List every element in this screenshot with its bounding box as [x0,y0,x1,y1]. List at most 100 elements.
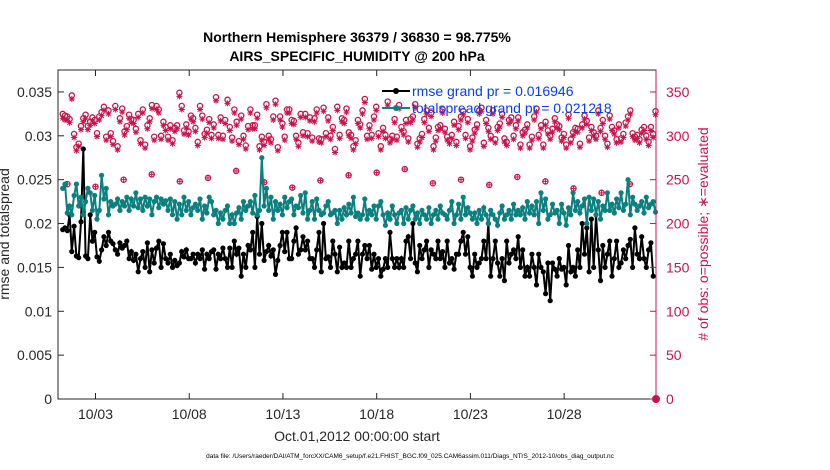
totalspread-series-point [231,220,237,227]
rmse-series-point [490,256,496,262]
rmse-series-point [556,256,562,262]
totalspread-series-point [238,216,244,222]
rmse-series-point [646,247,652,253]
rmse-series-point [554,273,560,279]
totalspread-series-point [378,199,384,205]
obs-evaluated-point [185,131,192,138]
rmse-series-point [572,273,579,279]
totalspread-series-point [520,205,526,211]
obs-evaluated-point [302,114,309,121]
obs-evaluated-point [204,174,211,181]
obs-evaluated-point [135,114,142,121]
obs-evaluated-point [64,117,71,124]
rmse-series-point [247,247,253,253]
totalspread-series-point [259,155,265,161]
obs-evaluated-point [428,113,435,120]
rmse-series-point [421,247,427,253]
totalspread-series-point [586,194,592,200]
totalspread-series-point [311,216,318,222]
obs-evaluated-point [178,106,185,113]
rmse-series-point [366,242,372,249]
rmse-series-point [607,238,613,244]
obs-evaluated-point [528,137,535,144]
totalspread-series-point [641,210,647,216]
y-tick-label: 0.025 [17,172,52,188]
totalspread-series-point [142,194,148,200]
rmse-series-point [577,264,583,270]
obs-evaluated-point [153,106,160,113]
obs-evaluated-point [538,125,545,132]
obs-evaluated-point [329,127,336,134]
obs-evaluated-point [174,125,181,132]
totalspread-series-point [595,199,601,205]
totalspread-series-point [625,177,631,183]
rmse-series-point [529,251,535,257]
obs-evaluated-point [306,117,313,124]
rmse-series-point [346,238,352,244]
rmse-series-point [321,220,327,227]
obs-evaluated-point [515,117,522,124]
rmse-series-point [467,264,473,270]
rmse-series-point [634,251,640,257]
obs-evaluated-point [190,118,197,125]
obs-evaluated-point [148,105,155,112]
rmse-series-point [222,256,228,262]
obs-evaluated-point [169,140,176,147]
rmse-series-point [449,256,455,262]
obs-evaluated-point [100,107,107,114]
legend-entry: totalspread grand pr = 0.021218 [412,100,612,116]
totalspread-series-point [456,201,462,207]
totalspread-series-point [103,185,109,191]
y2-axis-label: # of obs: o=possible; ∗=evaluated [695,127,711,340]
rmse-series-point [112,247,118,253]
totalspread-series-point [163,198,169,204]
rmse-series-point [126,256,132,262]
totalspread-series-point [156,205,162,211]
rmse-series-point [492,238,498,244]
y2-tick-label: 350 [666,84,690,100]
totalspread-series-point [563,222,569,228]
rmse-series-point [272,271,279,277]
totalspread-series-point [437,203,443,209]
obs-evaluated-point [627,110,634,117]
totalspread-series-point [632,201,638,207]
totalspread-series-point [643,194,649,200]
obs-evaluated-point [487,136,494,143]
obs-evaluated-point [547,136,554,143]
totalspread-series-point [158,196,164,202]
totalspread-series-point [254,212,260,218]
rmse-series-point [401,264,407,270]
rmse-series-point [160,241,166,247]
totalspread-series-point [69,212,75,218]
totalspread-series-point [533,199,540,205]
obs-evaluated-point [483,120,490,127]
obs-evaluated-point [192,128,199,135]
obs-evaluated-point [542,122,549,129]
obs-evaluated-point [75,143,82,150]
obs-evaluated-point [120,176,127,183]
totalspread-series-point [405,216,411,222]
totalspread-series-point [517,212,524,218]
rmse-series-point [428,247,434,253]
obs-evaluated-point [512,125,519,132]
rmse-series-point [284,229,290,235]
rmse-series-point [625,242,631,249]
rmse-series-point [243,264,249,270]
rmse-series-point [133,251,139,257]
rmse-series-point [78,219,84,225]
totalspread-series-point [236,205,242,211]
obs-evaluated-point [325,117,332,124]
obs-evaluated-point [441,129,448,136]
totalspread-series-point [579,203,585,209]
rmse-series-point [426,264,432,270]
obs-evaluated-point [398,127,405,134]
footnote: data file: /Users/raeder/DAI/ATM_forcXX/… [206,453,615,460]
y-tick-label: 0.035 [17,84,52,100]
obs-evaluated-point [501,138,508,145]
totalspread-series-point [149,212,155,218]
rmse-series-point [643,264,649,270]
totalspread-series-point [275,207,281,213]
rmse-series-point [474,264,480,270]
totalspread-series-point [460,194,466,200]
